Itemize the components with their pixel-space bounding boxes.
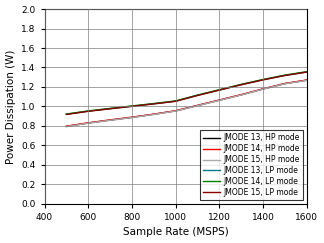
JMODE 13, HP mode [217,99,221,102]
JMODE 13, HP mode [130,116,134,119]
JMODE 14, LP mode [217,88,221,91]
JMODE 15, HP mode [174,110,178,113]
JMODE 14, HP mode [305,78,309,81]
JMODE 13, LP mode [261,78,265,81]
JMODE 15, LP mode [86,110,90,113]
JMODE 13, LP mode [305,70,309,73]
JMODE 13, HP mode [261,87,265,90]
Legend: JMODE 13, HP mode, JMODE 14, HP mode, JMODE 15, HP mode, JMODE 13, LP mode, JMOD: JMODE 13, HP mode, JMODE 14, HP mode, JM… [200,130,303,200]
JMODE 13, LP mode [217,88,221,91]
JMODE 13, HP mode [86,122,90,124]
JMODE 14, LP mode [130,104,134,107]
JMODE 15, LP mode [261,78,265,81]
Y-axis label: Power Dissipation (W): Power Dissipation (W) [6,49,16,164]
JMODE 13, LP mode [108,107,112,110]
JMODE 13, HP mode [305,79,309,82]
JMODE 14, LP mode [196,94,200,96]
JMODE 13, LP mode [86,110,90,113]
JMODE 15, HP mode [196,104,200,107]
JMODE 13, HP mode [283,82,287,85]
JMODE 15, HP mode [305,79,309,82]
JMODE 13, LP mode [196,94,200,97]
JMODE 14, HP mode [108,118,112,121]
JMODE 15, HP mode [261,88,265,91]
JMODE 14, HP mode [217,99,221,102]
JMODE 14, HP mode [86,121,90,124]
JMODE 15, HP mode [64,125,68,128]
JMODE 14, LP mode [283,74,287,77]
JMODE 15, HP mode [86,122,90,125]
JMODE 15, LP mode [64,113,68,116]
JMODE 15, HP mode [108,119,112,122]
JMODE 13, LP mode [174,100,178,103]
JMODE 13, HP mode [239,93,243,96]
JMODE 14, HP mode [174,109,178,112]
JMODE 15, LP mode [217,89,221,92]
Line: JMODE 14, LP mode: JMODE 14, LP mode [66,72,307,114]
JMODE 14, LP mode [86,110,90,113]
JMODE 14, LP mode [174,99,178,102]
JMODE 13, HP mode [64,125,68,128]
JMODE 14, LP mode [108,107,112,110]
JMODE 15, HP mode [130,116,134,119]
JMODE 14, HP mode [261,87,265,90]
JMODE 15, LP mode [130,105,134,108]
JMODE 14, HP mode [283,82,287,85]
JMODE 14, LP mode [64,113,68,115]
X-axis label: Sample Rate (MSPS): Sample Rate (MSPS) [123,227,229,237]
JMODE 14, HP mode [64,125,68,128]
JMODE 15, LP mode [108,107,112,110]
JMODE 13, HP mode [152,113,156,116]
JMODE 13, HP mode [108,119,112,122]
JMODE 13, HP mode [196,104,200,107]
JMODE 13, HP mode [174,109,178,112]
JMODE 13, LP mode [239,83,243,86]
JMODE 13, LP mode [152,102,156,105]
JMODE 15, LP mode [305,71,309,74]
JMODE 14, HP mode [196,104,200,107]
JMODE 15, LP mode [152,103,156,105]
JMODE 14, LP mode [305,70,309,73]
JMODE 13, LP mode [283,74,287,77]
JMODE 14, HP mode [130,116,134,119]
JMODE 15, LP mode [174,100,178,103]
JMODE 13, LP mode [130,105,134,108]
JMODE 15, LP mode [196,94,200,97]
JMODE 14, LP mode [239,83,243,86]
JMODE 14, LP mode [261,78,265,81]
JMODE 15, HP mode [217,99,221,102]
Line: JMODE 13, LP mode: JMODE 13, LP mode [66,72,307,114]
JMODE 15, HP mode [239,94,243,96]
JMODE 14, HP mode [239,93,243,96]
JMODE 15, HP mode [283,82,287,85]
Line: JMODE 15, LP mode: JMODE 15, LP mode [66,72,307,114]
JMODE 15, LP mode [283,74,287,77]
JMODE 15, HP mode [152,113,156,116]
Line: JMODE 15, HP mode: JMODE 15, HP mode [66,80,307,127]
JMODE 15, LP mode [239,83,243,86]
Line: JMODE 13, HP mode: JMODE 13, HP mode [66,80,307,126]
Line: JMODE 14, HP mode: JMODE 14, HP mode [66,80,307,126]
JMODE 13, LP mode [64,113,68,116]
JMODE 14, LP mode [152,102,156,105]
JMODE 14, HP mode [152,113,156,116]
